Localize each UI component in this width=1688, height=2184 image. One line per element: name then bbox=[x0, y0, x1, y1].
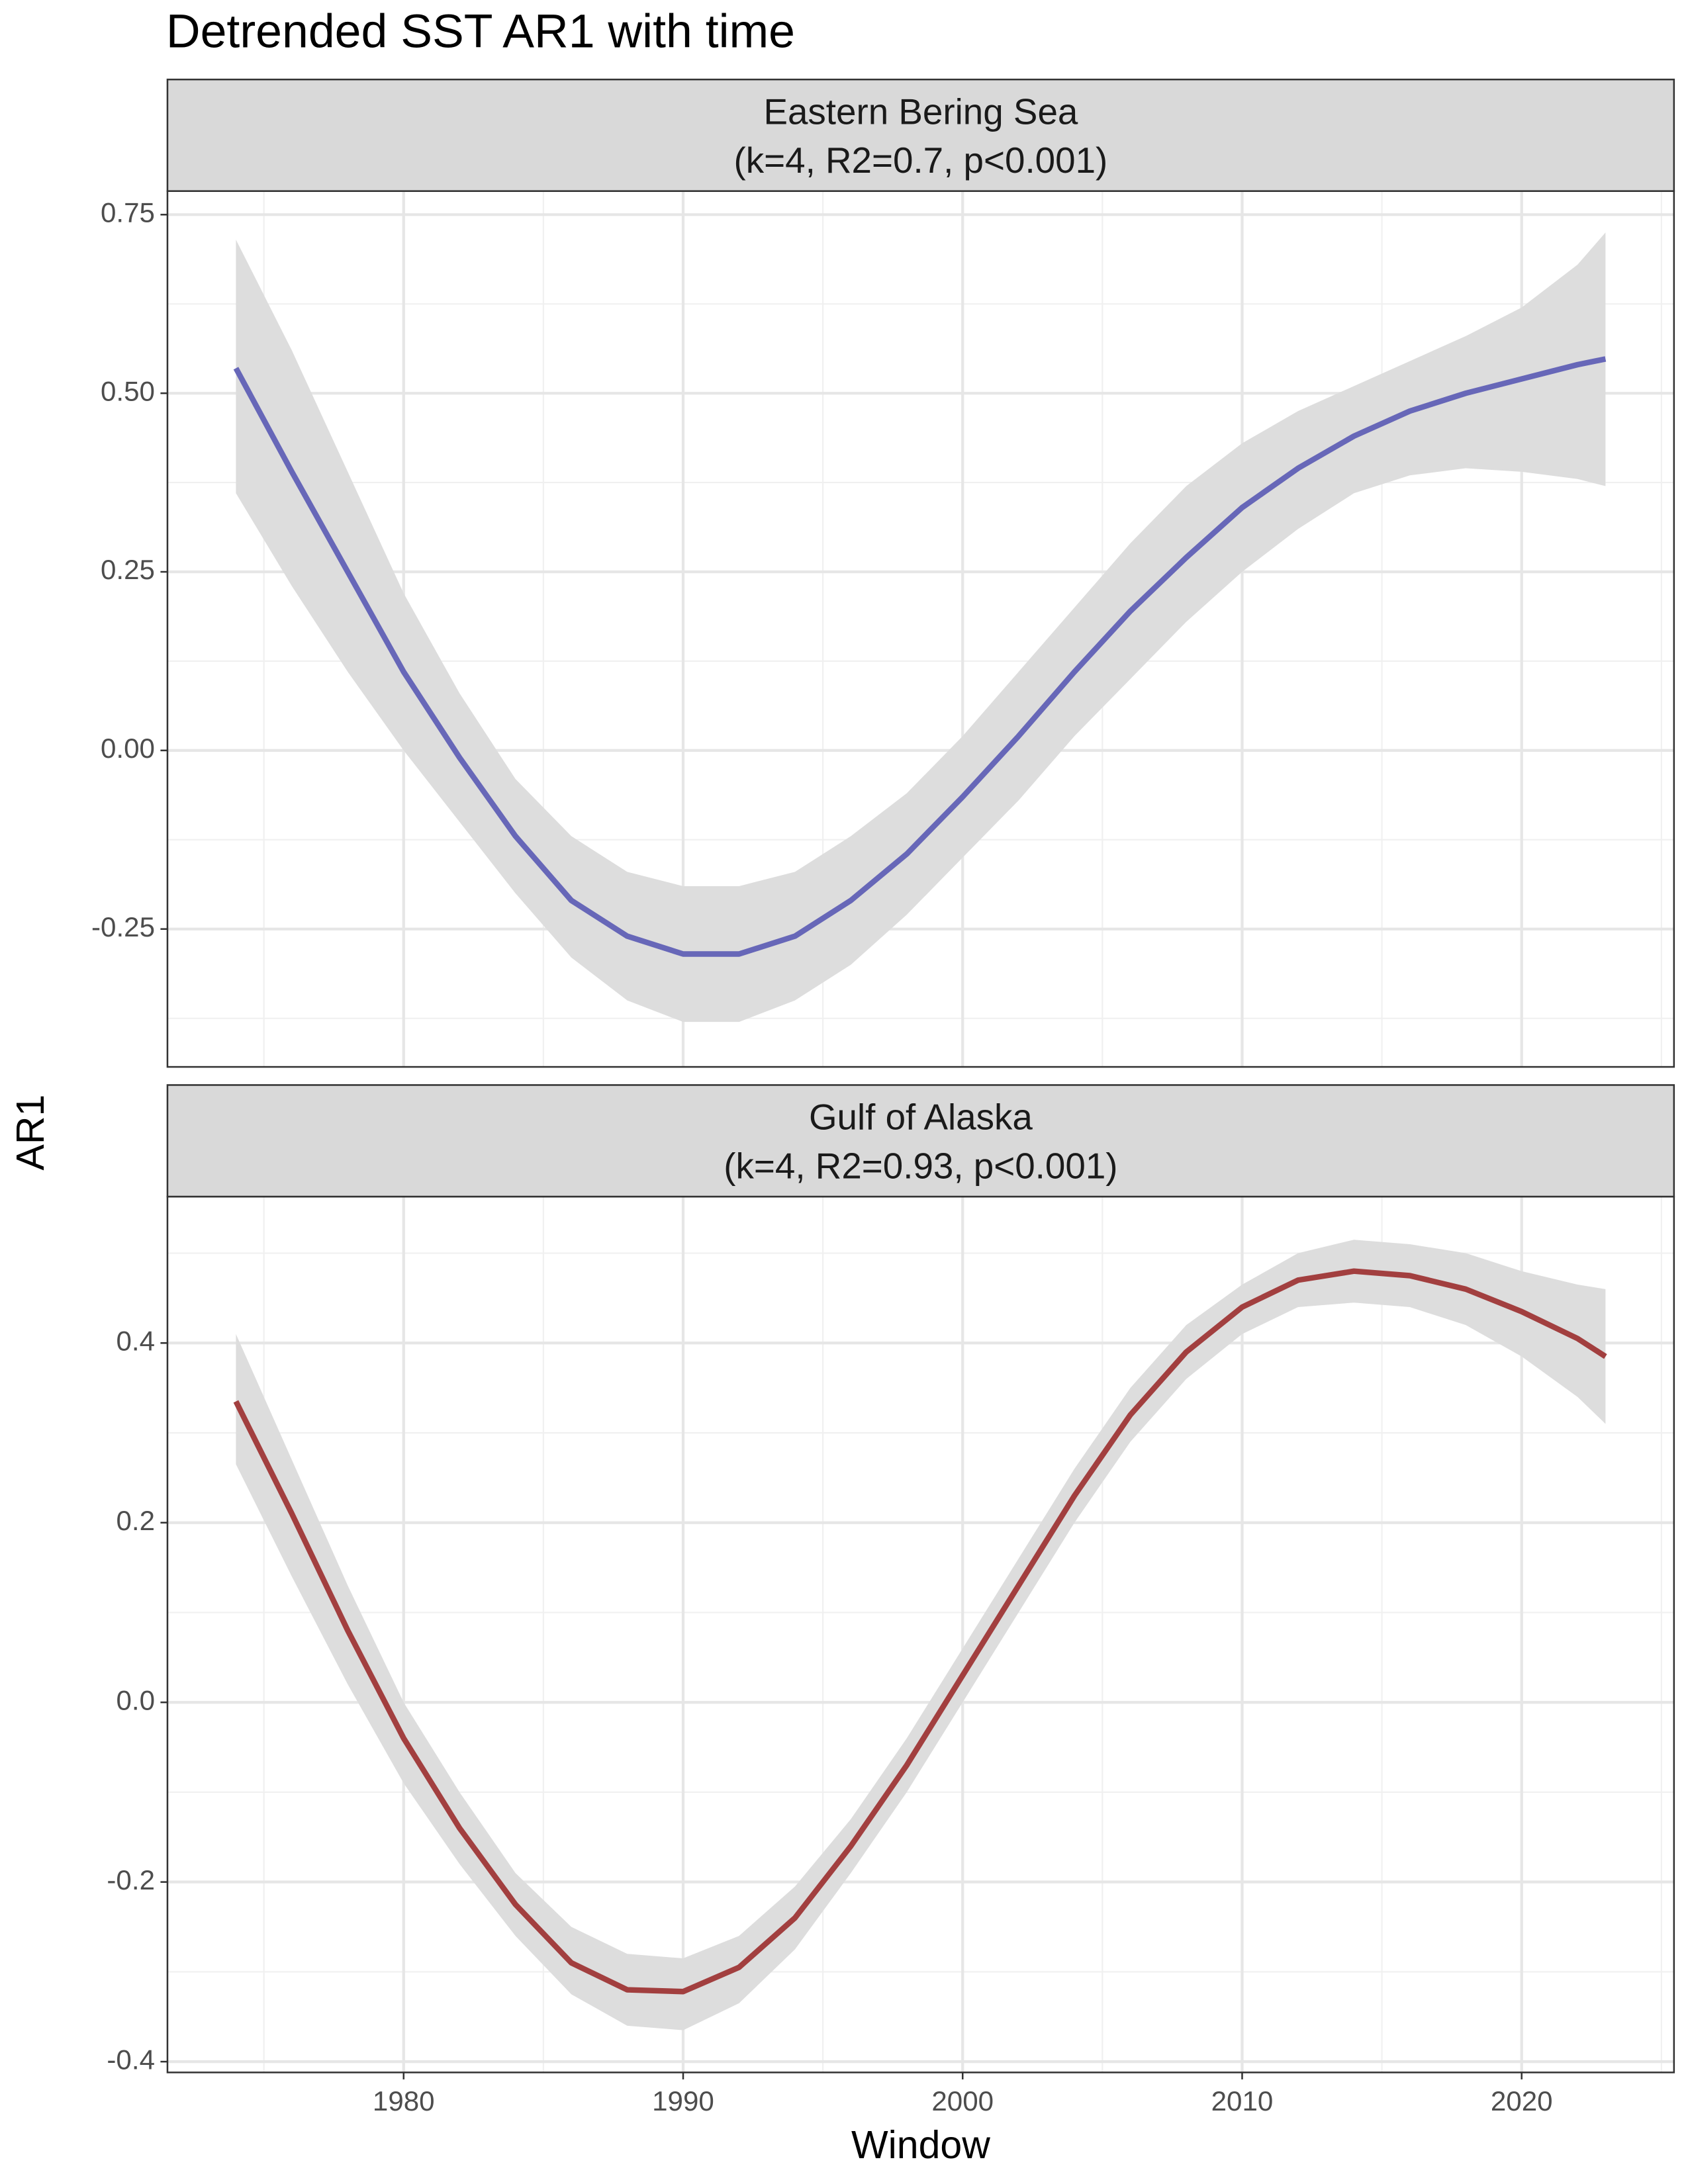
strip-title: (k=4, R2=0.7, p<0.001) bbox=[734, 140, 1108, 181]
y-axis-label: AR1 bbox=[9, 1095, 52, 1171]
chart-title: Detrended SST AR1 with time bbox=[166, 5, 795, 58]
x-tick-label: 2010 bbox=[1211, 2085, 1274, 2116]
x-tick-label: 2000 bbox=[931, 2085, 994, 2116]
strip-title: Gulf of Alaska bbox=[809, 1097, 1033, 1138]
y-tick-label: 0.2 bbox=[116, 1505, 155, 1536]
panel-background bbox=[167, 1197, 1674, 2073]
y-tick-label: 0.4 bbox=[116, 1325, 155, 1356]
strip-title: Eastern Bering Sea bbox=[763, 91, 1078, 132]
x-tick-label: 2020 bbox=[1491, 2085, 1553, 2116]
y-tick-label: 0.50 bbox=[101, 375, 155, 406]
strip bbox=[166, 1084, 1675, 1198]
y-tick-label: 0.25 bbox=[101, 554, 155, 585]
x-tick-label: 1980 bbox=[373, 2085, 435, 2116]
y-tick-label: 0.0 bbox=[116, 1684, 155, 1715]
x-tick-label: 1990 bbox=[652, 2085, 714, 2116]
confidence-band bbox=[236, 1240, 1606, 2030]
y-tick-label: -0.4 bbox=[107, 2044, 155, 2075]
trend-line bbox=[233, 1268, 1607, 1995]
y-tick-label: 0.75 bbox=[101, 197, 155, 228]
x-axis-label: Window bbox=[851, 2123, 990, 2167]
confidence-band bbox=[236, 232, 1606, 1023]
trend-line bbox=[233, 356, 1607, 957]
y-tick-label: -0.2 bbox=[107, 1864, 155, 1895]
strip bbox=[166, 78, 1675, 192]
y-tick-label: 0.00 bbox=[101, 733, 155, 764]
y-tick-label: -0.25 bbox=[91, 911, 155, 942]
strip-title: (k=4, R2=0.93, p<0.001) bbox=[724, 1145, 1117, 1186]
